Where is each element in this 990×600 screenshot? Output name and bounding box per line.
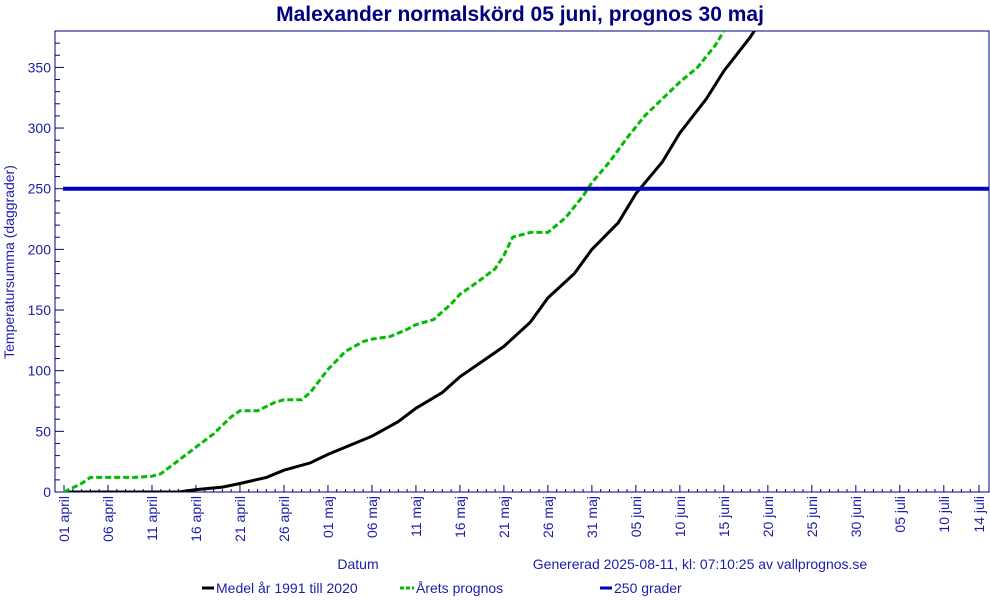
y-tick-label: 0 <box>43 484 51 500</box>
y-tick-label: 350 <box>28 59 52 75</box>
x-tick-label: 31 maj <box>584 496 600 538</box>
x-tick-label: 26 maj <box>540 496 556 538</box>
x-tick-label: 01 maj <box>320 496 336 538</box>
series-line-medel <box>64 31 757 492</box>
x-tick-label: 15 juni <box>716 496 732 537</box>
chart-title: Malexander normalskörd 05 juni, prognos … <box>276 3 764 26</box>
legend-label-medel: Medel år 1991 till 2020 <box>216 580 358 596</box>
y-tick-label: 250 <box>28 181 52 197</box>
x-tick-label: 05 juli <box>892 496 908 533</box>
x-tick-label: 01 april <box>56 496 72 542</box>
y-axis: 0 50 100 150 200 250 300 350 <box>28 30 64 500</box>
y-tick-label: 150 <box>28 302 52 318</box>
x-tick-label: 20 juni <box>760 496 776 537</box>
x-tick-label: 14 juli <box>971 496 987 533</box>
series-group <box>63 31 989 492</box>
legend-label-prognos: Årets prognos <box>416 580 503 596</box>
x-tick-label: 11 april <box>144 496 160 541</box>
legend-label-250: 250 grader <box>614 580 682 596</box>
x-tick-label: 21 april <box>232 496 248 542</box>
y-tick-label: 50 <box>35 423 51 439</box>
x-axis: 01 april 06 april 11 april 16 april 21 april… <box>56 485 987 542</box>
x-tick-label: 05 juni <box>628 496 644 537</box>
legend: Medel år 1991 till 2020 Årets prognos 25… <box>202 580 682 596</box>
y-tick-label: 200 <box>28 241 52 257</box>
x-tick-label: 10 juni <box>672 496 688 537</box>
plot-area <box>54 30 990 493</box>
generated-footer: Genererad 2025-08-11, kl: 07:10:25 av va… <box>533 556 868 572</box>
y-axis-label: Temperatursumma (daggrader) <box>1 165 17 359</box>
x-tick-label: 21 maj <box>496 496 512 538</box>
x-tick-label: 06 maj <box>364 496 380 538</box>
x-tick-label: 10 juli <box>936 496 952 533</box>
x-tick-label: 25 juni <box>804 496 820 537</box>
x-tick-label: 26 april <box>276 496 292 542</box>
x-tick-label: 11 maj <box>408 496 424 537</box>
series-line-prognos <box>63 31 726 492</box>
x-tick-label: 30 juni <box>848 496 864 537</box>
x-tick-label: 16 april <box>188 496 204 542</box>
x-tick-label: 16 maj <box>452 496 468 538</box>
x-tick-label: 06 april <box>100 496 116 542</box>
y-tick-label: 100 <box>28 363 52 379</box>
x-axis-label: Datum <box>337 556 378 572</box>
y-tick-label: 300 <box>28 120 52 136</box>
